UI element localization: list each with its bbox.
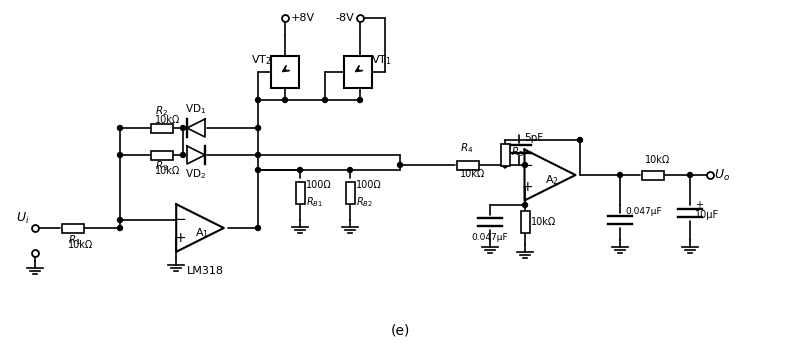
Circle shape (118, 126, 122, 130)
Bar (457, 160, 479, 169)
Text: VT$_1$: VT$_1$ (371, 53, 392, 67)
Text: −: − (174, 213, 186, 228)
Circle shape (687, 173, 693, 177)
Text: 100Ω: 100Ω (306, 180, 332, 190)
Circle shape (502, 163, 507, 167)
Text: $R_1$: $R_1$ (68, 233, 81, 247)
Text: 10kΩ: 10kΩ (155, 115, 180, 125)
Bar (151, 124, 173, 133)
Circle shape (298, 167, 302, 173)
Bar (501, 144, 510, 166)
Text: $R_{B2}$: $R_{B2}$ (356, 195, 373, 209)
Text: $R_{B1}$: $R_{B1}$ (306, 195, 323, 209)
Circle shape (255, 226, 261, 230)
Bar (271, 56, 299, 88)
Bar (62, 223, 84, 232)
Circle shape (255, 126, 261, 130)
Text: 10kΩ: 10kΩ (531, 217, 556, 227)
Text: VT$_2$: VT$_2$ (251, 53, 272, 67)
Bar (344, 56, 372, 88)
Circle shape (181, 152, 186, 158)
Text: 0.047μF: 0.047μF (472, 233, 508, 242)
Text: 10kΩ: 10kΩ (460, 169, 486, 179)
Bar (346, 182, 354, 204)
Text: $U_o$: $U_o$ (714, 167, 730, 183)
Bar (295, 182, 305, 204)
Text: 5pF: 5pF (524, 133, 543, 143)
Text: (e): (e) (390, 323, 410, 337)
Text: VD$_2$: VD$_2$ (186, 167, 206, 181)
Circle shape (322, 97, 327, 103)
Circle shape (618, 173, 622, 177)
Text: −: − (521, 158, 534, 173)
Text: LM318: LM318 (186, 266, 223, 276)
Text: $R_5$: $R_5$ (511, 145, 524, 159)
Text: +: + (174, 231, 186, 245)
Text: A$_1$: A$_1$ (195, 226, 209, 240)
Text: A$_2$: A$_2$ (545, 173, 559, 187)
Circle shape (118, 152, 122, 158)
Circle shape (358, 97, 362, 103)
Bar (521, 211, 530, 233)
Text: $R_3$: $R_3$ (155, 159, 168, 173)
Text: +8V: +8V (291, 13, 315, 23)
Bar (151, 150, 173, 159)
Circle shape (398, 163, 402, 167)
Bar (642, 171, 664, 180)
Text: 100Ω: 100Ω (356, 180, 382, 190)
Circle shape (578, 137, 582, 142)
Circle shape (522, 163, 527, 167)
Circle shape (522, 203, 527, 207)
Text: 0.047μF: 0.047μF (625, 206, 662, 215)
Text: 10kΩ: 10kΩ (645, 155, 670, 165)
Circle shape (255, 152, 261, 158)
Circle shape (118, 218, 122, 222)
Circle shape (255, 167, 261, 173)
Text: $R_4$: $R_4$ (460, 141, 474, 155)
Text: 10kΩ: 10kΩ (68, 240, 94, 250)
Text: +: + (521, 180, 533, 194)
Text: 10kΩ: 10kΩ (155, 166, 180, 176)
Circle shape (255, 97, 261, 103)
Circle shape (282, 97, 287, 103)
Text: 10μF: 10μF (695, 210, 719, 220)
Text: VD$_1$: VD$_1$ (186, 102, 206, 116)
Circle shape (118, 226, 122, 230)
Text: $R_2$: $R_2$ (155, 104, 168, 118)
Circle shape (347, 167, 353, 173)
Text: $U_i$: $U_i$ (17, 211, 30, 226)
Text: +: + (695, 200, 703, 210)
Circle shape (181, 126, 186, 130)
Text: -8V: -8V (335, 13, 354, 23)
